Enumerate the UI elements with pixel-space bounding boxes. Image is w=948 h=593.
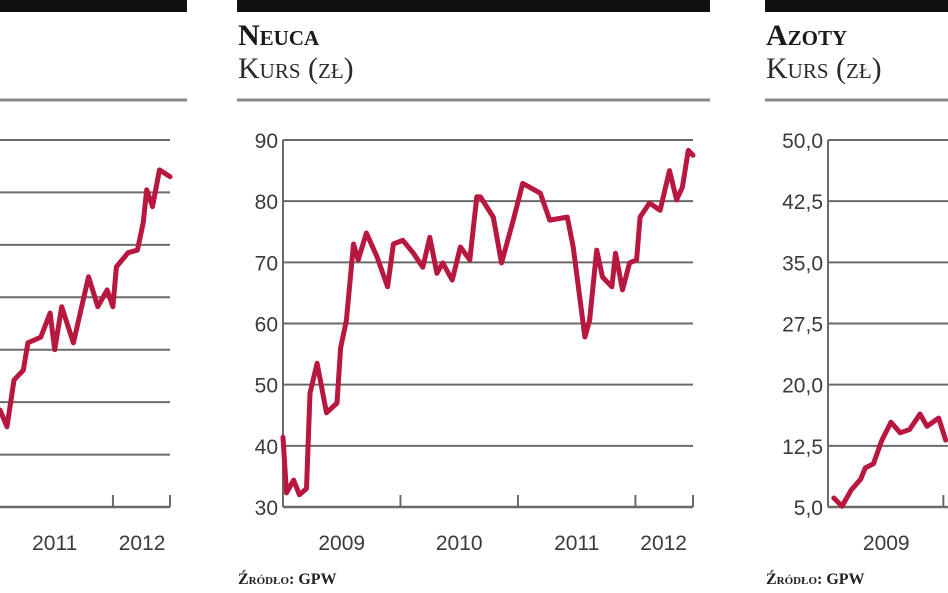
y-tick-label: 90: [255, 130, 278, 153]
y-tick-label: 50,0: [782, 130, 823, 153]
x-tick-label: 2012: [119, 532, 166, 555]
chart-title: Azoty: [766, 19, 847, 52]
x-tick-label: 2010: [436, 532, 483, 555]
chart-subtitle: Kurs (zł): [766, 52, 882, 85]
y-tick-label: 80: [255, 191, 278, 214]
header-bar: [765, 0, 948, 12]
x-tick-label: 2009: [863, 532, 910, 555]
y-tick-label: 70: [255, 252, 278, 275]
x-tick-label: 2012: [640, 532, 687, 555]
x-tick-label: 2011: [554, 532, 599, 555]
y-tick-label: 35,0: [782, 252, 823, 275]
y-tick-label: 5,0: [794, 497, 823, 520]
chart-panel-1: 2011 2012: [0, 0, 187, 555]
y-tick-label: 12,5: [782, 436, 823, 459]
header-bar: [237, 0, 710, 12]
source-note: Źródło: GPW: [766, 569, 865, 588]
x-tick-label: 2009: [318, 532, 365, 555]
y-tick-label: 40: [255, 436, 278, 459]
y-tick-label: 27,5: [782, 314, 823, 337]
x-tick-label: 2011: [32, 532, 77, 555]
y-tick-label: 50: [255, 375, 278, 398]
chart-subtitle: Kurs (zł): [238, 52, 354, 85]
price-series-line: [831, 411, 948, 509]
y-tick-label: 30: [255, 497, 278, 520]
header-bar: [0, 0, 187, 12]
y-tick-label: 42,5: [782, 191, 823, 214]
y-tick-label: 20,0: [782, 375, 823, 398]
y-tick-label: 60: [255, 314, 278, 337]
price-series-line: [280, 147, 696, 498]
source-note: Źródło: GPW: [238, 569, 337, 588]
chart-title: Neuca: [238, 19, 320, 52]
price-series-line: [0, 167, 173, 430]
